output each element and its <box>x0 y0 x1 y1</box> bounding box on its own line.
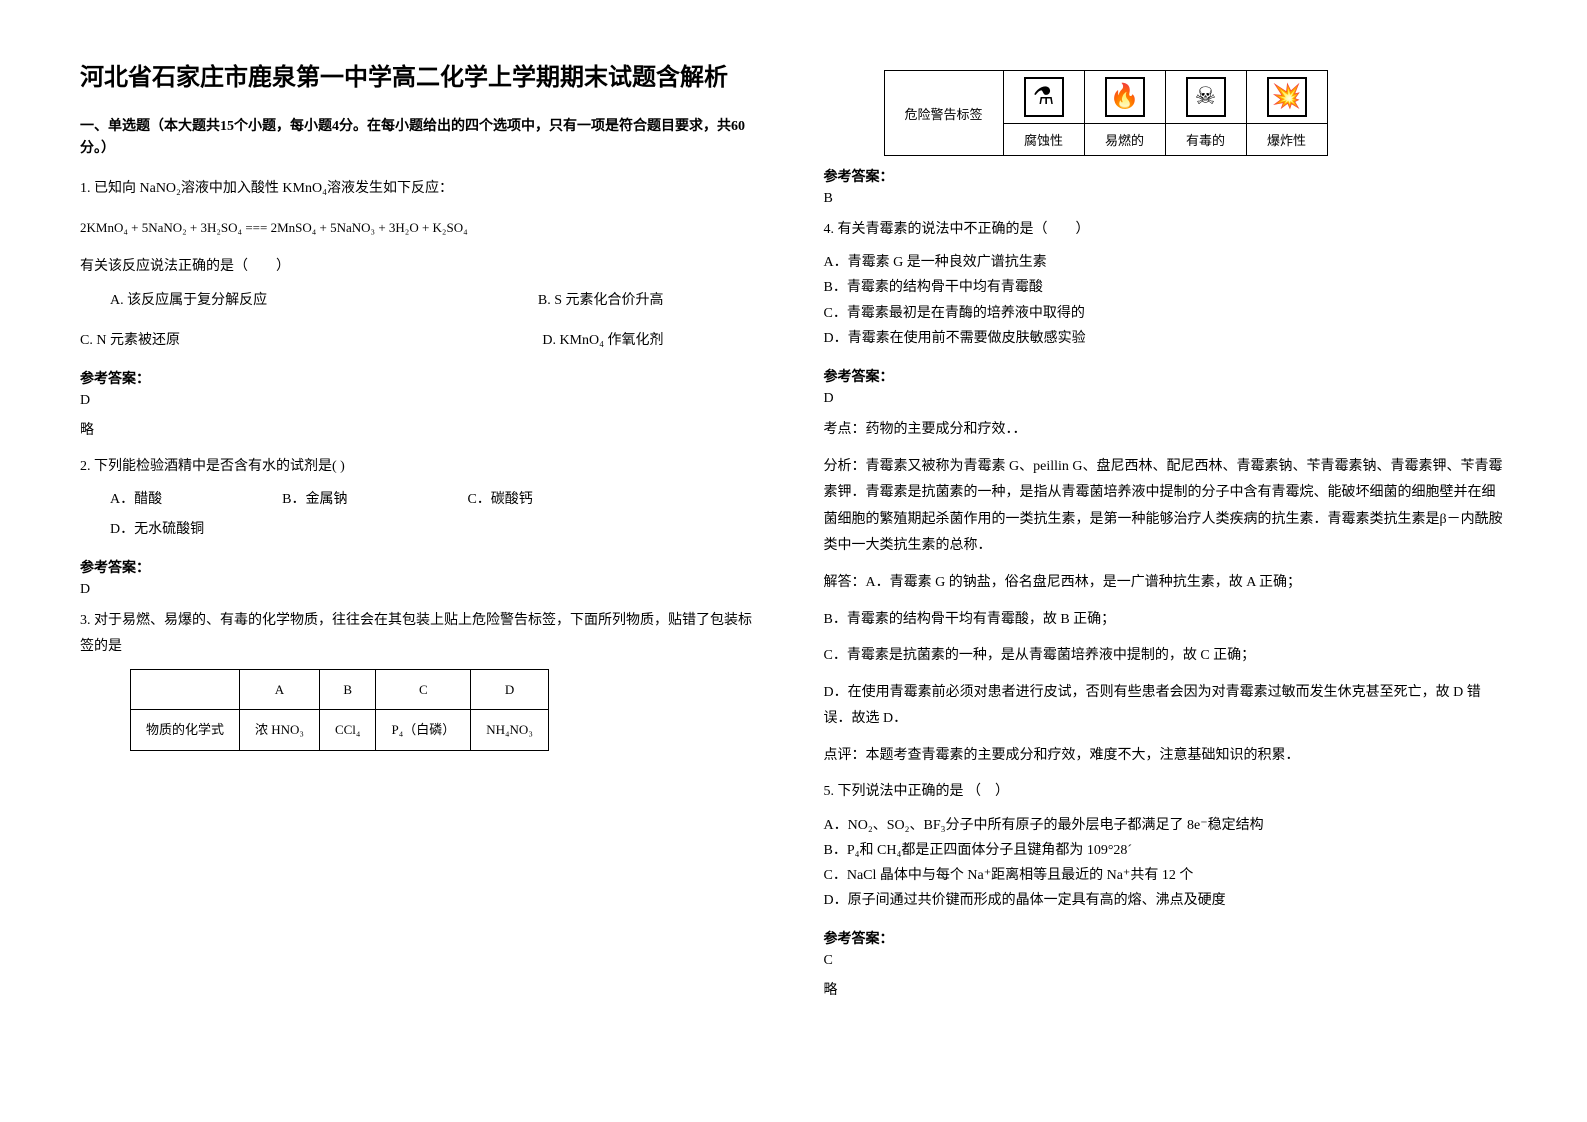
table-header-d: D <box>471 669 549 709</box>
q5-option-b: B．P₄和 CH₄都是正四面体分子且键角都为 109°28´ <box>824 838 1508 863</box>
q4-option-a: A．青霉素 G 是一种良效广谱抗生素 <box>824 250 1508 275</box>
table-header-a: A <box>240 669 320 709</box>
q4-stem: 4. 有关青霉素的说法中不正确的是（ ） <box>824 217 1508 242</box>
question-1: 1. 已知向 NaNO₂溶液中加入酸性 KMnO₄溶液发生如下反应： 2KMnO… <box>80 176 764 353</box>
q1-equation: 2KMnO₄ + 5NaNO₂ + 3H₂SO₄ === 2MnSO₄ + 5N… <box>80 216 764 239</box>
q2-answer: D <box>80 582 764 598</box>
q1-stem: 1. 已知向 NaNO₂溶液中加入酸性 KMnO₄溶液发生如下反应： <box>80 176 764 201</box>
question-4: 4. 有关青霉素的说法中不正确的是（ ） A．青霉素 G 是一种良效广谱抗生素 … <box>824 217 1508 351</box>
table-row-label: 物质的化学式 <box>131 710 240 750</box>
q4-answer: D <box>824 391 1508 407</box>
toxic-icon: ☠ <box>1186 77 1226 117</box>
hazard-label-2: 易燃的 <box>1084 124 1165 156</box>
hazard-row-label: 危险警告标签 <box>884 71 1003 156</box>
q1-option-c: C. N 元素被还原 <box>80 328 180 353</box>
explosive-icon: 💥 <box>1267 77 1307 117</box>
q4-solve-c: C．青霉素是抗菌素的一种，是从青霉菌培养液中提制的，故 C 正确； <box>824 643 1508 670</box>
q4-solve-d: D．在使用青霉素前必须对患者进行皮试，否则有些患者会因为对青霉素过敏而发生休克甚… <box>824 680 1508 733</box>
q4-answer-label: 参考答案： <box>824 366 1508 386</box>
q4-option-b: B．青霉素的结构骨干中均有青霉酸 <box>824 275 1508 300</box>
hazard-label-4: 爆炸性 <box>1246 124 1327 156</box>
corrosive-icon: ⚗ <box>1024 77 1064 117</box>
q2-answer-label: 参考答案： <box>80 557 764 577</box>
q5-stem: 5. 下列说法中正确的是 （ ） <box>824 779 1508 804</box>
q1-answer-label: 参考答案： <box>80 368 764 388</box>
table-cell-b: CCl₄ <box>319 710 376 750</box>
table-cell-c: P₄（白磷） <box>376 710 471 750</box>
q5-option-a: A．NO₂、SO₂、BF₃分子中所有原子的最外层电子都满足了 8e⁻稳定结构 <box>824 813 1508 838</box>
q1-option-a: A. 该反应属于复分解反应 <box>110 288 267 313</box>
q4-option-c: C．青霉素最初是在青酶的培养液中取得的 <box>824 301 1508 326</box>
q2-option-c: C．碳酸钙 <box>467 487 532 512</box>
q1-skip: 略 <box>80 419 764 439</box>
q1-option-d: D. KMnO₄ 作氧化剂 <box>542 328 663 353</box>
q1-prompt: 有关该反应说法正确的是（ ） <box>80 254 764 279</box>
q3-chem-table: A B C D 物质的化学式 浓 HNO₃ CCl₄ P₄（白磷） NH₄NO₃ <box>130 669 549 751</box>
q3-answer-label: 参考答案： <box>824 166 1508 186</box>
q4-point: 考点：药物的主要成分和疗效．． <box>824 417 1508 444</box>
q5-answer-label: 参考答案： <box>824 928 1508 948</box>
q4-solve-a: 解答：A．青霉素 G 的钠盐，俗名盘尼西林，是一广谱种抗生素，故 A 正确； <box>824 570 1508 597</box>
question-5: 5. 下列说法中正确的是 （ ） A．NO₂、SO₂、BF₃分子中所有原子的最外… <box>824 779 1508 913</box>
table-cell-a: 浓 HNO₃ <box>240 710 320 750</box>
hazard-label-3: 有毒的 <box>1165 124 1246 156</box>
q5-answer: C <box>824 953 1508 969</box>
table-header-blank <box>131 669 240 709</box>
q4-analysis: 分析：青霉素又被称为青霉素 G、peillin G、盘尼西林、配尼西林、青霉素钠… <box>824 454 1508 560</box>
q2-option-d: D．无水硫酸铜 <box>110 517 764 542</box>
hazard-table: 危险警告标签 ⚗ 🔥 ☠ 💥 腐蚀性 易燃的 有毒的 爆炸性 <box>884 70 1328 156</box>
section-header: 一、单选题（本大题共15个小题，每小题4分。在每小题给出的四个选项中，只有一项是… <box>80 116 764 161</box>
question-3: 3. 对于易燃、易爆的、有毒的化学物质，往往会在其包装上贴上危险警告标签，下面所… <box>80 608 764 750</box>
document-title: 河北省石家庄市鹿泉第一中学高二化学上学期期末试题含解析 <box>80 60 764 96</box>
q2-option-b: B．金属钠 <box>282 487 347 512</box>
table-cell-d: NH₄NO₃ <box>471 710 549 750</box>
table-header-b: B <box>319 669 376 709</box>
table-header-c: C <box>376 669 471 709</box>
q2-stem: 2. 下列能检验酒精中是否含有水的试剂是( ) <box>80 454 764 479</box>
question-2: 2. 下列能检验酒精中是否含有水的试剂是( ) A．醋酸 B．金属钠 C．碳酸钙… <box>80 454 764 543</box>
q2-option-a: A．醋酸 <box>110 487 162 512</box>
q5-option-d: D．原子间通过共价键而形成的晶体一定具有高的熔、沸点及硬度 <box>824 888 1508 913</box>
q1-answer: D <box>80 393 764 409</box>
q1-option-b: B. S 元素化合价升高 <box>538 288 664 313</box>
q3-stem: 3. 对于易燃、易爆的、有毒的化学物质，往往会在其包装上贴上危险警告标签，下面所… <box>80 608 764 658</box>
flammable-icon: 🔥 <box>1105 77 1145 117</box>
q4-comment: 点评：本题考查青霉素的主要成分和疗效，难度不大，注意基础知识的积累． <box>824 743 1508 770</box>
q5-skip: 略 <box>824 979 1508 999</box>
q4-option-d: D．青霉素在使用前不需要做皮肤敏感实验 <box>824 326 1508 351</box>
q4-solve-b: B．青霉素的结构骨干均有青霉酸，故 B 正确； <box>824 607 1508 634</box>
q5-option-c: C．NaCl 晶体中与每个 Na⁺距离相等且最近的 Na⁺共有 12 个 <box>824 863 1508 888</box>
hazard-label-1: 腐蚀性 <box>1003 124 1084 156</box>
q3-answer: B <box>824 191 1508 207</box>
